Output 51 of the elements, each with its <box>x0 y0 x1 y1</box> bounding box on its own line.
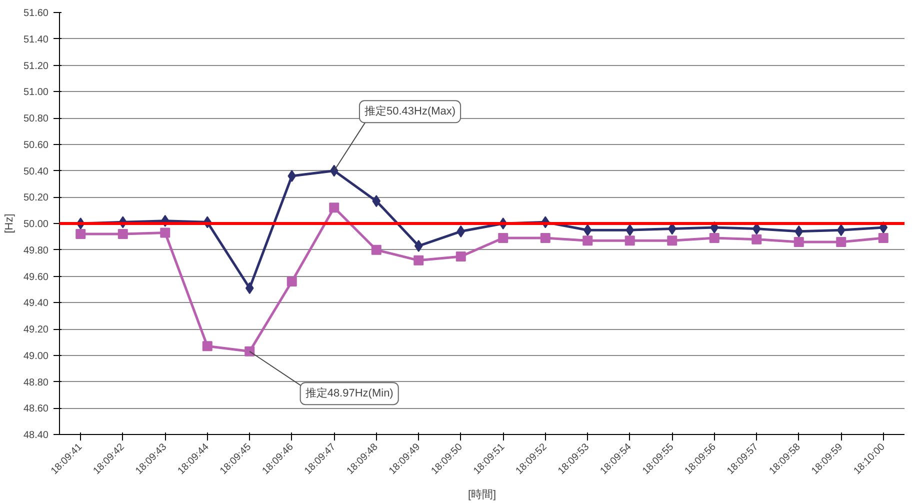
point <box>582 236 593 246</box>
point <box>160 228 170 238</box>
point <box>202 341 212 352</box>
point <box>456 225 466 238</box>
y-tick-label: 50.60 <box>23 140 49 151</box>
point <box>498 233 508 244</box>
point <box>330 164 338 177</box>
point <box>583 224 592 236</box>
point <box>372 195 381 208</box>
y-tick-label: 49.40 <box>23 298 49 310</box>
y-tick-label: 49.80 <box>23 245 49 256</box>
point <box>667 236 678 246</box>
y-tick-label: 49.00 <box>23 350 49 362</box>
point <box>329 202 340 213</box>
point <box>709 233 720 244</box>
point <box>414 240 423 252</box>
y-tick-label: 49.60 <box>23 272 49 283</box>
point <box>456 251 466 262</box>
y-tick-label: 50.80 <box>23 114 49 124</box>
annotation: 推定50.43Hz(Max) <box>364 104 456 118</box>
point <box>245 282 254 294</box>
point <box>836 236 846 247</box>
point <box>118 229 128 240</box>
point <box>286 276 297 287</box>
y-tick-label: 51.20 <box>23 60 49 72</box>
point <box>794 236 804 247</box>
point <box>288 170 296 182</box>
y-tick-label: 48.40 <box>23 430 49 441</box>
x-axis-title: [時間] <box>468 488 496 501</box>
y-tick-label: 49.20 <box>23 324 49 336</box>
point <box>624 236 635 246</box>
y-tick-label: 51.00 <box>23 87 49 98</box>
point <box>752 234 762 244</box>
y-tick-label: 48.60 <box>23 404 49 415</box>
point <box>836 224 846 236</box>
point <box>371 244 382 255</box>
y-tick-label: 51.40 <box>23 34 49 46</box>
y-tick-label: 48.80 <box>23 377 49 388</box>
point <box>244 346 255 356</box>
point <box>878 233 888 244</box>
point <box>540 233 550 244</box>
annotation: 推定48.97Hz(Min) <box>305 386 394 400</box>
point <box>626 224 634 236</box>
y-tick-label: 50.00 <box>23 219 49 230</box>
point <box>76 229 86 240</box>
point <box>414 255 424 266</box>
y-tick-label: 50.20 <box>23 192 49 204</box>
y-axis-title: [Hz] <box>3 214 16 234</box>
y-tick-label: 50.40 <box>23 166 49 178</box>
y-tick-label: 51.60 <box>23 8 49 19</box>
point <box>794 225 804 238</box>
